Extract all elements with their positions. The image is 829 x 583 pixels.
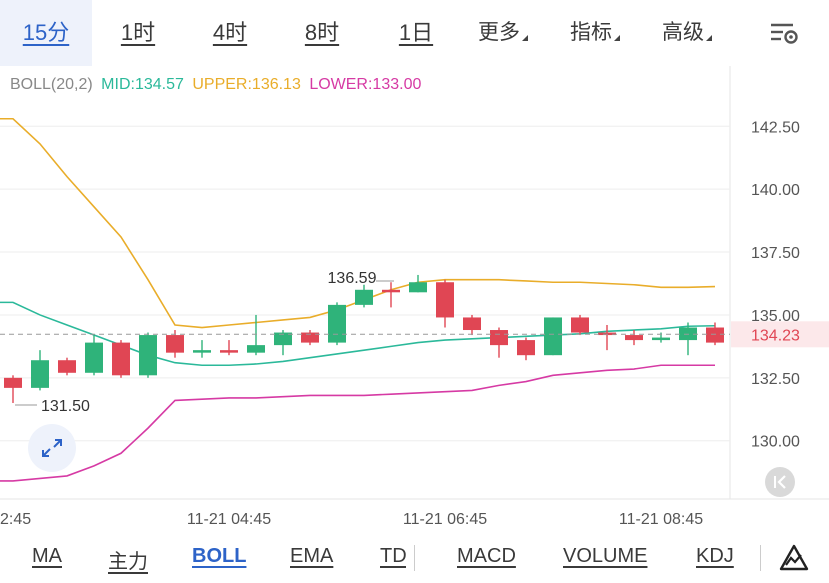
- boll-name: BOLL(20,2): [10, 76, 93, 93]
- menu-advanced-label: 高级: [662, 21, 704, 44]
- candle-body: [382, 289, 400, 293]
- candle-body: [112, 342, 130, 376]
- boll-legend: BOLL(20,2) MID:134.57 UPPER:136.13 LOWER…: [10, 76, 425, 94]
- expand-arrows-icon: [42, 439, 62, 457]
- menu-indicators[interactable]: 指标: [570, 0, 620, 66]
- candle-body: [247, 345, 265, 353]
- candle-body: [31, 360, 49, 388]
- candle-body: [598, 332, 616, 336]
- candle-body: [490, 330, 508, 346]
- candle-body: [625, 335, 643, 341]
- expand-button[interactable]: [28, 424, 76, 472]
- candle-body: [274, 332, 292, 346]
- candlestick-chart[interactable]: 142.50 140.00 137.50 135.00 132.50 130.00 2:45…: [0, 66, 829, 533]
- menu-indicators-label: 指标: [570, 21, 612, 44]
- boll-lower-line: [0, 364, 715, 482]
- dropdown-triangle-icon: [706, 35, 712, 41]
- candle-body: [355, 289, 373, 305]
- drawing-tool-icon[interactable]: [778, 543, 810, 575]
- boll-mid: MID:134.57: [101, 76, 184, 93]
- boll-mid-line: [0, 301, 716, 367]
- boll-upper: UPPER:136.13: [192, 76, 301, 93]
- indicator-divider: [760, 545, 761, 571]
- y-tick-label: 140.00: [751, 182, 800, 199]
- menu-advanced[interactable]: 高级: [662, 0, 712, 66]
- settings-icon[interactable]: [769, 20, 799, 46]
- boll-upper-line: [0, 117, 716, 329]
- candle-body: [679, 327, 697, 341]
- high-price-label: 136.59: [328, 270, 377, 287]
- indicator-ma[interactable]: MA: [32, 545, 62, 567]
- indicator-macd[interactable]: MACD: [457, 545, 516, 567]
- collapse-button[interactable]: [765, 467, 795, 497]
- low-price-label: 131.50: [41, 398, 90, 415]
- candle-body: [193, 350, 211, 353]
- candle-body: [4, 377, 22, 388]
- candle-body: [463, 317, 481, 331]
- candle-body: [58, 360, 76, 373]
- indicator-kdj[interactable]: KDJ: [696, 545, 734, 567]
- dropdown-triangle-icon: [522, 35, 528, 41]
- indicator-bar: MA 主力 BOLL EMA TD MACD VOLUME KDJ: [0, 533, 829, 583]
- y-tick-label: 135.00: [751, 308, 800, 325]
- candle-body: [517, 340, 535, 356]
- x-tick-label: 11-21 06:45: [403, 511, 487, 528]
- candle-body: [409, 282, 427, 293]
- candle-body: [85, 342, 103, 373]
- indicator-boll[interactable]: BOLL: [192, 545, 247, 567]
- candle-body: [706, 327, 724, 343]
- x-tick-label: 11-21 08:45: [619, 511, 703, 528]
- candle-body: [139, 335, 157, 376]
- candle-body: [571, 317, 589, 333]
- indicator-td[interactable]: TD: [380, 545, 406, 567]
- candle-body: [166, 335, 184, 353]
- indicator-divider: [414, 545, 415, 571]
- tab-4h[interactable]: 4时: [212, 20, 248, 45]
- candle-body: [436, 282, 454, 318]
- timeframe-bar: 15分 1时 4时 8时 1日 更多 指标 高级: [0, 0, 829, 66]
- dropdown-triangle-icon: [614, 35, 620, 41]
- candle-body: [652, 337, 670, 341]
- candle-body: [220, 350, 238, 353]
- y-tick-label: 137.50: [751, 245, 800, 262]
- tab-1d[interactable]: 1日: [398, 20, 434, 45]
- y-tick-label: 142.50: [751, 119, 800, 136]
- y-tick-label: 132.50: [751, 371, 800, 388]
- menu-more-label: 更多: [478, 21, 520, 44]
- current-price-label: 134.23: [751, 327, 800, 344]
- y-tick-label: 130.00: [751, 434, 800, 451]
- candle-body: [328, 304, 346, 343]
- tab-8h[interactable]: 8时: [304, 20, 340, 45]
- indicator-main-force[interactable]: 主力: [108, 551, 148, 573]
- x-tick-label: 2:45: [0, 511, 31, 528]
- indicator-volume[interactable]: VOLUME: [563, 545, 648, 567]
- indicator-ema[interactable]: EMA: [290, 545, 334, 567]
- menu-more[interactable]: 更多: [478, 0, 528, 66]
- tab-1h[interactable]: 1时: [120, 20, 156, 45]
- boll-lower: LOWER:133.00: [309, 76, 422, 93]
- tab-15m[interactable]: 15分: [0, 0, 92, 66]
- x-tick-label: 11-21 04:45: [187, 511, 271, 528]
- chevron-left-bar-icon: [774, 475, 786, 489]
- current-price-tag: [731, 321, 829, 348]
- candle-body: [301, 332, 319, 343]
- candle-body: [544, 317, 562, 356]
